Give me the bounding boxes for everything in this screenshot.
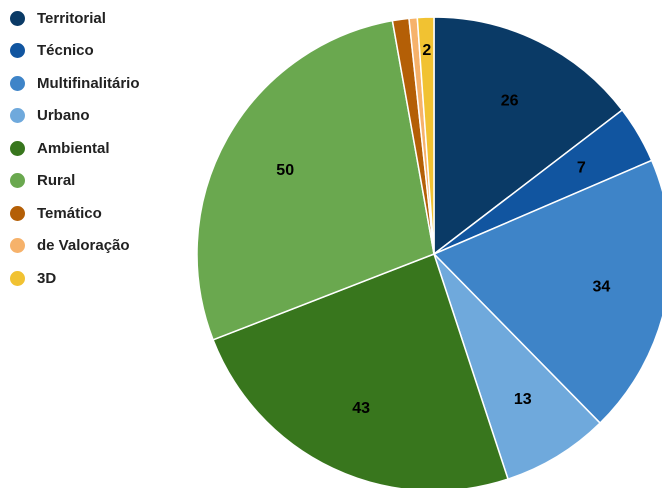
pie-slice[interactable] (433, 16, 624, 256)
pie-slice[interactable] (196, 19, 435, 341)
legend-label: Rural (37, 172, 76, 189)
legend-item[interactable]: Temático (10, 203, 140, 223)
legend-swatch (10, 10, 25, 26)
legend-swatch (10, 108, 25, 123)
slice-value-label: 26 (501, 93, 519, 110)
legend-swatch (10, 205, 25, 221)
pie-slice[interactable] (416, 16, 435, 255)
legend-swatch (10, 270, 25, 286)
slice-value-label: 43 (352, 400, 370, 417)
legend-label: Territorial (37, 9, 106, 27)
slice-value-label: 50 (276, 162, 294, 179)
slice-value-label: 2 (422, 42, 431, 59)
pie-slice[interactable] (212, 253, 509, 488)
legend-swatch (10, 43, 25, 58)
legend-item[interactable]: Urbano (10, 106, 140, 126)
legend-label: Urbano (37, 107, 90, 124)
legend-item[interactable]: Territorial (10, 8, 140, 28)
legend-item[interactable]: de Valoração (10, 236, 140, 256)
slice-value-label: 13 (514, 391, 532, 408)
legend-item[interactable]: 3D (10, 268, 140, 288)
legend-item[interactable]: Ambiental (10, 138, 140, 158)
legend-swatch (10, 173, 25, 188)
legend-label: Técnico (37, 42, 94, 59)
legend-label: Temático (37, 204, 102, 222)
legend-swatch (10, 75, 25, 91)
legend-label: Multifinalitário (37, 74, 140, 92)
legend-swatch (10, 140, 25, 156)
legend-label: de Valoração (37, 237, 130, 254)
legend-item[interactable]: Multifinalitário (10, 73, 140, 93)
legend-label: Ambiental (37, 139, 110, 157)
legend-label: 3D (37, 269, 57, 287)
legend-item[interactable]: Rural (10, 171, 140, 191)
slice-value-label: 7 (577, 159, 586, 176)
chart-legend: Territorial Técnico Multifinalitário Urbano… (10, 8, 140, 301)
slice-value-label: 34 (593, 278, 611, 295)
legend-item[interactable]: Técnico (10, 41, 140, 61)
pie-slice[interactable] (433, 253, 602, 481)
legend-swatch (10, 238, 25, 253)
